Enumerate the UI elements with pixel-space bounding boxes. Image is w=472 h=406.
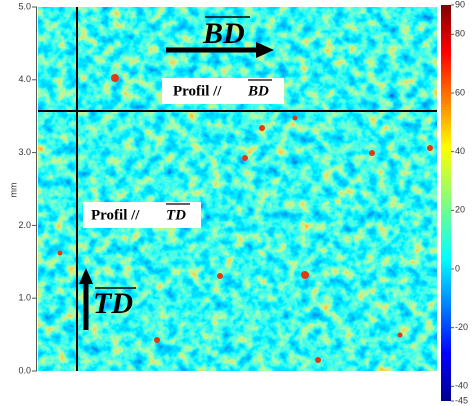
- y-tick-label: 1.0: [18, 293, 31, 303]
- y-tick-label: 5.0: [18, 1, 31, 11]
- colorbar-tick-label: 90: [455, 0, 465, 9]
- colorbar-tick-label: 20: [455, 205, 465, 215]
- y-tick-label: 3.0: [18, 147, 31, 157]
- colorbar-tick-label: -45: [455, 395, 468, 405]
- annotation: Profil //: [173, 83, 222, 99]
- y-tick-label: 2.0: [18, 220, 31, 230]
- colorbar-tick-label: -20: [455, 322, 468, 332]
- colorbar-tick-label: 0: [455, 263, 460, 273]
- y-tick-label: 4.0: [18, 74, 31, 84]
- annotation: Profil //: [91, 207, 140, 223]
- annotation: TD: [166, 207, 186, 223]
- y-axis: [36, 7, 37, 371]
- annotation: BD: [247, 83, 269, 99]
- label-box: [83, 202, 201, 228]
- direction-label: BD: [202, 17, 245, 50]
- y-axis-label: mm: [8, 183, 18, 198]
- hot-spots: [57, 74, 433, 363]
- colorbar-tick-label: -40: [455, 381, 468, 391]
- colorbar-tick-label: 60: [455, 87, 465, 97]
- direction-label: TD: [93, 287, 133, 320]
- colorbar-tick-label: 80: [455, 29, 465, 39]
- colorbar: [441, 5, 451, 401]
- colorbar-tick-label: 40: [455, 146, 465, 156]
- y-tick-label: 0.0: [18, 365, 31, 375]
- heatmap-texture: [38, 7, 437, 371]
- label-box: [162, 78, 284, 104]
- direction-arrowhead: [256, 42, 274, 58]
- direction-arrowhead: [79, 268, 93, 284]
